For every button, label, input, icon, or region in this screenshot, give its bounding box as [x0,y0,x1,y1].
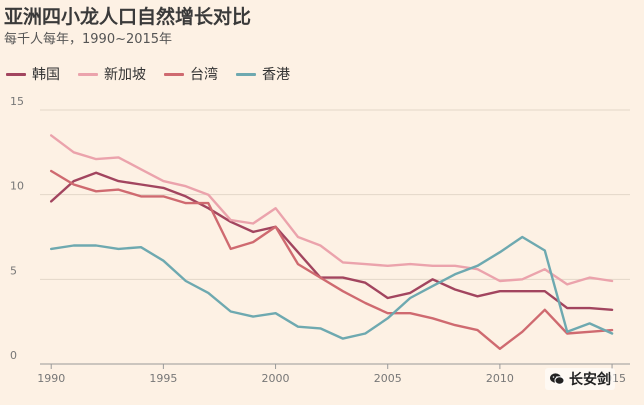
legend-swatch [236,72,256,76]
x-tick-label: 2005 [374,372,402,385]
x-tick-label: 1995 [149,372,177,385]
chart-subtitle: 每千人每年，1990~2015年 [4,32,173,47]
legend-swatch [6,72,26,76]
legend-item: 台湾 [164,64,218,84]
y-tick-label: 10 [10,180,24,193]
legend-item: 韩国 [6,64,60,84]
series-line-韩国 [50,171,614,311]
legend-item: 香港 [236,64,290,84]
series-line-香港 [50,235,614,340]
series-line-台湾 [50,169,614,350]
wechat-icon [550,373,565,385]
watermark: 长安剑 [545,368,615,390]
legend-swatch [164,72,184,76]
chart-legend: 韩国 新加坡 台湾 香港 [6,64,308,84]
legend-swatch [78,72,98,76]
legend-label: 韩国 [32,67,60,83]
legend-label: 香港 [262,67,290,83]
legend-label: 新加坡 [104,67,146,83]
x-tick-label: 1990 [37,372,65,385]
y-tick-label: 15 [10,95,24,108]
x-tick-label: 2000 [262,372,290,385]
legend-item: 新加坡 [78,64,146,84]
y-tick-label: 0 [10,349,17,362]
watermark-text: 长安剑 [569,372,611,388]
legend-label: 台湾 [190,67,218,83]
y-tick-label: 5 [10,264,17,277]
chart-title: 亚洲四小龙人口自然增长对比 [4,6,252,28]
series-line-新加坡 [50,134,614,286]
x-tick-label: 2010 [486,372,514,385]
